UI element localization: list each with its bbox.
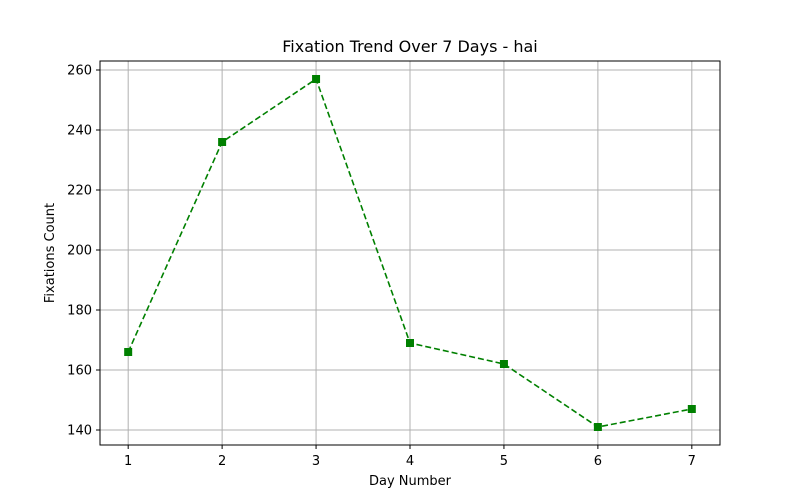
- y-tick-label: 240: [67, 124, 92, 139]
- y-tick-label: 220: [67, 184, 92, 199]
- y-tick-label: 260: [67, 64, 92, 79]
- y-tick-label: 160: [67, 364, 92, 379]
- x-grid-lines: [127, 61, 693, 445]
- y-tick-label: 140: [67, 424, 92, 439]
- x-tick-label: 2: [218, 454, 226, 469]
- x-tick-label: 7: [688, 454, 696, 469]
- y-axis-ticks: 140 160 180 200 220 240 260: [67, 64, 100, 439]
- y-tick-label: 180: [67, 304, 92, 319]
- y-grid-lines: [100, 69, 720, 431]
- x-tick-label: 4: [406, 454, 414, 469]
- x-axis-label: Day Number: [369, 474, 452, 489]
- data-point-marker: [312, 75, 321, 83]
- x-tick-label: 6: [594, 454, 602, 469]
- data-point-marker: [687, 405, 696, 413]
- chart-title: Fixation Trend Over 7 Days - hai: [282, 37, 537, 56]
- x-tick-label: 5: [500, 454, 508, 469]
- data-point-marker: [218, 138, 227, 146]
- x-tick-label: 1: [124, 454, 132, 469]
- x-axis-ticks: 1 2 3 4 5 6 7: [124, 445, 696, 469]
- data-point-marker: [124, 348, 133, 356]
- data-point-marker: [593, 423, 602, 431]
- y-axis-label: Fixations Count: [43, 203, 58, 303]
- data-point-marker: [499, 360, 508, 368]
- series-layer: [124, 75, 696, 431]
- data-point-marker: [406, 339, 414, 347]
- y-tick-label: 200: [67, 244, 92, 259]
- x-tick-label: 3: [312, 454, 320, 469]
